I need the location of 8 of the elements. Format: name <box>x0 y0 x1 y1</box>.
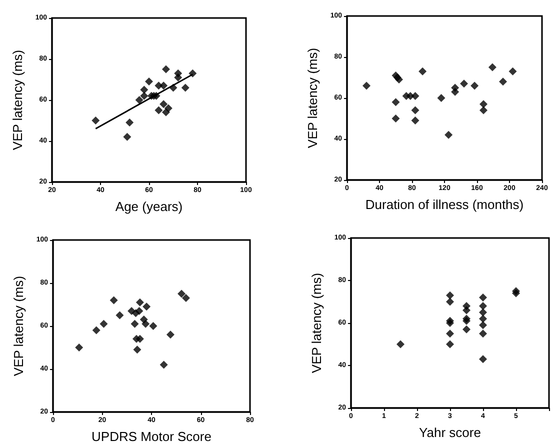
x-axis-title: Duration of illness (months) <box>365 197 524 212</box>
y-axis-title: VEP latency (ms) <box>305 48 320 148</box>
x-axis-title: UPDRS Motor Score <box>92 429 212 444</box>
y-axis-title: VEP latency (ms) <box>11 276 26 376</box>
y-axis-title: VEP latency (ms) <box>10 50 25 150</box>
x-axis-title: Yahr score <box>419 425 481 440</box>
x-axis-title: Age (years) <box>115 199 183 214</box>
y-axis-title: VEP latency (ms) <box>309 272 324 374</box>
